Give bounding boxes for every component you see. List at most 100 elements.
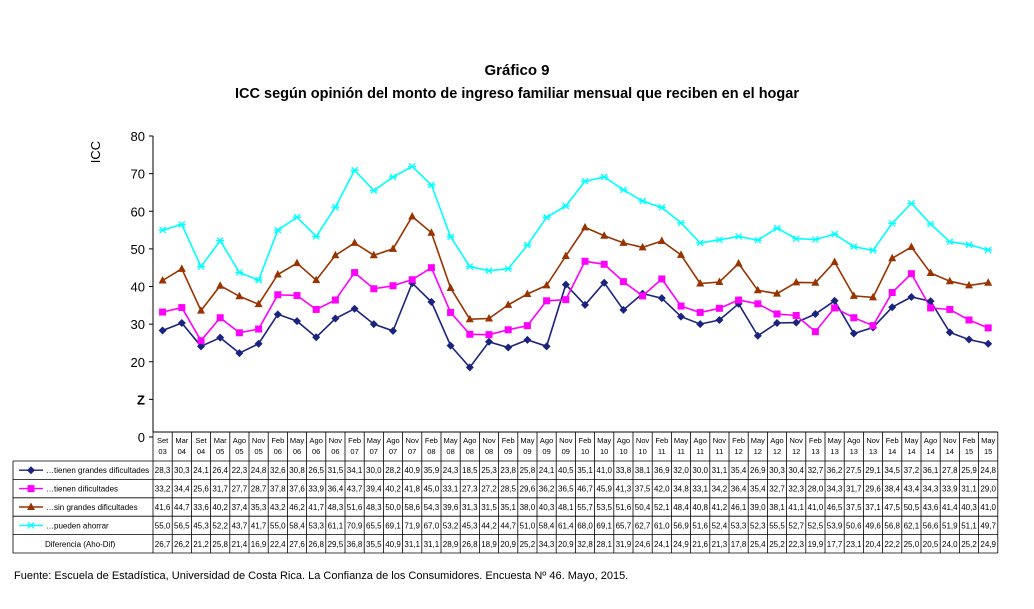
data-point	[773, 289, 781, 297]
data-point	[158, 275, 167, 284]
x-tick-label: Nov	[329, 436, 343, 445]
data-label: 23,8	[500, 466, 516, 475]
data-point	[696, 239, 705, 247]
data-point	[677, 250, 685, 258]
x-tick-label: Ago	[463, 436, 476, 445]
data-point	[255, 325, 263, 333]
data-label: 25,8	[520, 466, 536, 475]
data-label: 32,3	[788, 485, 804, 494]
x-tick-label: 06	[293, 447, 301, 456]
data-label: 50,5	[904, 503, 920, 512]
data-label: 34,8	[673, 485, 689, 494]
data-point	[542, 213, 551, 221]
data-label: 45,3	[193, 521, 209, 530]
y-ticks: 80 70 60 50 40 30 20 Z 0	[131, 129, 153, 445]
data-point	[965, 316, 973, 324]
x-tick-label: 14	[926, 447, 934, 456]
data-point	[369, 250, 378, 259]
data-label: 39,6	[443, 503, 459, 512]
chart-title: Gráfico 9	[484, 62, 550, 79]
data-point	[331, 314, 340, 323]
data-label: 34,3	[923, 485, 939, 494]
data-point	[754, 300, 762, 308]
x-tick-label: 05	[254, 447, 262, 456]
data-point	[293, 317, 301, 326]
data-label: 26,7	[155, 540, 171, 549]
data-label: 44,7	[174, 503, 190, 512]
data-label: 62,1	[904, 521, 920, 530]
data-point	[926, 297, 935, 306]
data-label: 49,6	[865, 521, 881, 530]
x-tick-label: Ago	[233, 436, 246, 445]
data-label: 26,5	[308, 466, 324, 475]
x-tick-label: 14	[946, 447, 954, 456]
data-label: 55,0	[155, 521, 171, 530]
data-label: 30,4	[788, 466, 804, 475]
data-label: 35,1	[577, 466, 593, 475]
data-label: 70,9	[347, 521, 363, 530]
x-tick-label: 09	[504, 447, 512, 456]
data-label: 48,1	[558, 503, 574, 512]
x-tick-label: 13	[830, 447, 838, 456]
data-label: 32,8	[577, 540, 593, 549]
series-line-2	[162, 215, 989, 321]
data-point	[888, 219, 897, 227]
data-label: 39,4	[366, 485, 382, 494]
data-label: 28,2	[385, 466, 401, 475]
data-point	[427, 297, 436, 306]
data-label: 25,4	[750, 540, 766, 549]
data-point	[927, 304, 935, 312]
data-point	[561, 251, 570, 260]
x-tick-label: 04	[178, 447, 186, 456]
data-point	[485, 313, 493, 322]
data-label: 34,3	[827, 485, 843, 494]
data-point	[907, 293, 916, 302]
data-label: 51,1	[961, 521, 977, 530]
x-tick-label: 12	[773, 447, 781, 456]
data-point	[562, 296, 570, 304]
data-point	[389, 282, 397, 290]
data-label: 40,9	[404, 466, 420, 475]
data-label: 32,7	[808, 466, 824, 475]
data-point	[773, 224, 781, 232]
data-point	[274, 291, 282, 299]
x-tick-label: 13	[811, 447, 819, 456]
data-point	[638, 197, 647, 205]
x-tick-label: Feb	[348, 436, 361, 445]
data-point	[946, 305, 954, 313]
x-tick-label: 06	[274, 447, 282, 456]
y-tick-label: Z	[137, 392, 145, 407]
data-point	[849, 243, 858, 251]
data-label: 27,5	[846, 466, 862, 475]
data-label: 62,7	[635, 521, 651, 530]
data-label: 52,1	[654, 503, 670, 512]
data-label: 37,2	[904, 466, 920, 475]
data-label: 46,1	[731, 503, 747, 512]
data-point	[600, 260, 608, 268]
data-label: 30,8	[289, 466, 305, 475]
data-label: 24,6	[635, 540, 651, 549]
data-point	[907, 242, 916, 250]
data-point	[350, 238, 359, 246]
data-label: 44,2	[481, 521, 497, 530]
data-label: 30,3	[769, 466, 785, 475]
data-point	[657, 236, 666, 244]
data-label: 40,3	[961, 503, 977, 512]
data-label: 25,3	[481, 466, 497, 475]
data-label: 41,0	[808, 503, 824, 512]
data-label: 35,1	[500, 503, 516, 512]
legend-label: Diferencia (Aho-Dif)	[45, 540, 116, 549]
data-label: 31,1	[404, 540, 420, 549]
data-label: 40,8	[692, 503, 708, 512]
data-point	[715, 236, 724, 244]
data-label: 25,6	[193, 485, 209, 494]
data-label: 21,6	[692, 540, 708, 549]
data-point	[965, 280, 973, 289]
data-point	[465, 314, 474, 323]
data-label: 36,1	[923, 466, 939, 475]
x-tick-label: May	[290, 436, 304, 445]
y-tick-label: 70	[131, 167, 145, 182]
data-label: 26,8	[308, 540, 324, 549]
x-tick-label: May	[828, 436, 842, 445]
data-point	[350, 166, 359, 174]
